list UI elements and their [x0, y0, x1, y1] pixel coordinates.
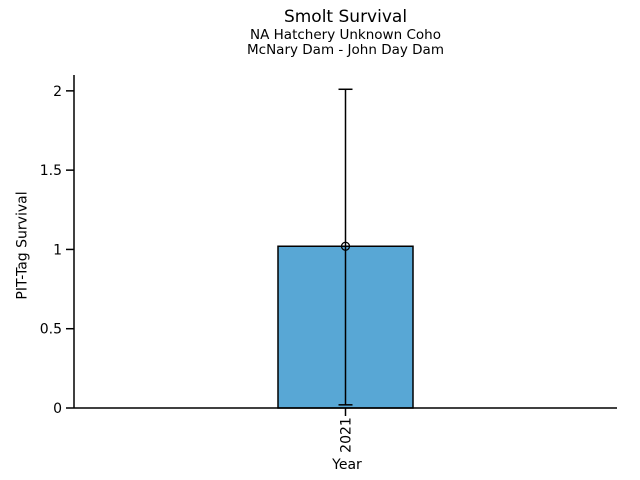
y-tick-label: 0	[53, 401, 62, 417]
y-tick-label: 2	[53, 84, 62, 100]
y-tick-label: 1.5	[40, 163, 62, 179]
y-tick-label: 0.5	[40, 322, 62, 338]
chart-title: Smolt Survival	[283, 7, 408, 27]
x-tick-label: 2021	[338, 417, 354, 453]
x-axis-label: Year	[332, 457, 362, 473]
chart-subtitle-line1: NA Hatchery Unknown Coho	[250, 27, 441, 43]
estimate-marker-circle	[340, 241, 351, 251]
y-axis-label: PIT-Tag Survival	[14, 191, 31, 300]
y-tick-label: 1	[53, 242, 62, 258]
chart-subtitle-line2: McNary Dam - John Day Dam	[247, 42, 444, 58]
